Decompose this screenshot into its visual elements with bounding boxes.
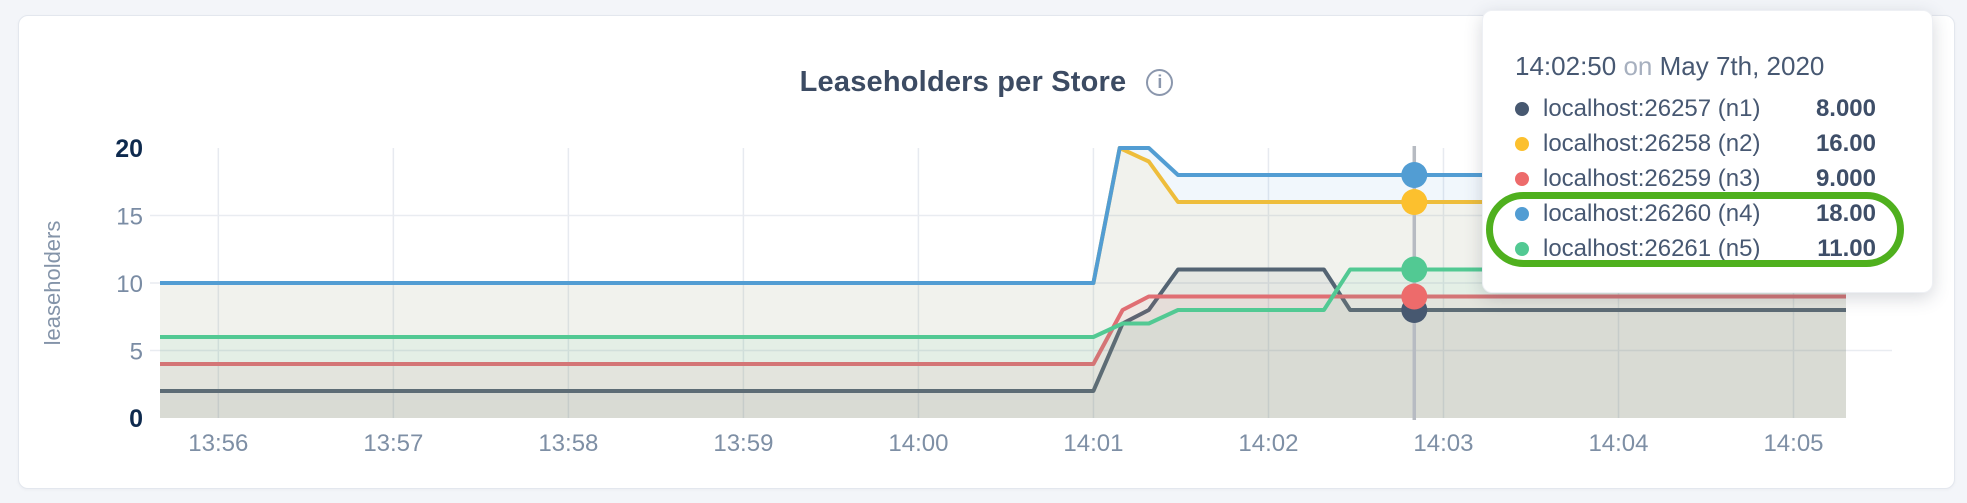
series-dot-icon — [1515, 206, 1529, 221]
hover-tooltip: 14:02:50 on May 7th, 2020 localhost:2625… — [1482, 10, 1933, 293]
tooltip-row: localhost:26260 (n4) 18.00 — [1515, 196, 1876, 231]
series-dot-icon — [1515, 101, 1529, 116]
info-icon[interactable]: i — [1146, 69, 1174, 96]
tooltip-series-label: localhost:26258 (n2) — [1543, 129, 1761, 157]
tooltip-row: localhost:26258 (n2) 16.00 — [1515, 126, 1876, 161]
tooltip-timestamp: 14:02:50 on May 7th, 2020 — [1515, 49, 1876, 83]
series-dot-icon — [1515, 136, 1529, 151]
tooltip-row: localhost:26257 (n1) 8.000 — [1515, 91, 1876, 126]
tooltip-series-label: localhost:26260 (n4) — [1543, 199, 1761, 227]
tooltip-time: 14:02:50 — [1515, 51, 1617, 81]
series-dot-icon — [1515, 171, 1529, 186]
tooltip-row: localhost:26259 (n3) 9.000 — [1515, 161, 1876, 196]
tooltip-series-value: 9.000 — [1815, 164, 1876, 192]
series-dot-icon — [1515, 241, 1529, 256]
chart-header: Leaseholders per Store i — [19, 66, 1954, 99]
tooltip-series-label: localhost:26261 (n5) — [1543, 234, 1761, 262]
tooltip-series-label: localhost:26257 (n1) — [1543, 94, 1761, 122]
chart-title: Leaseholders per Store — [799, 66, 1127, 98]
tooltip-series-value: 16.00 — [1815, 129, 1876, 157]
tooltip-series-label: localhost:26259 (n3) — [1543, 164, 1761, 192]
tooltip-date: May 7th, 2020 — [1659, 51, 1825, 81]
tooltip-row: localhost:26261 (n5) 11.00 — [1515, 231, 1876, 266]
info-icon-glyph: i — [1157, 72, 1163, 92]
tooltip-series-value: 8.000 — [1815, 94, 1876, 122]
tooltip-series-value: 11.00 — [1817, 234, 1876, 262]
tooltip-on-word: on — [1623, 51, 1653, 81]
tooltip-series-value: 18.00 — [1815, 199, 1876, 227]
